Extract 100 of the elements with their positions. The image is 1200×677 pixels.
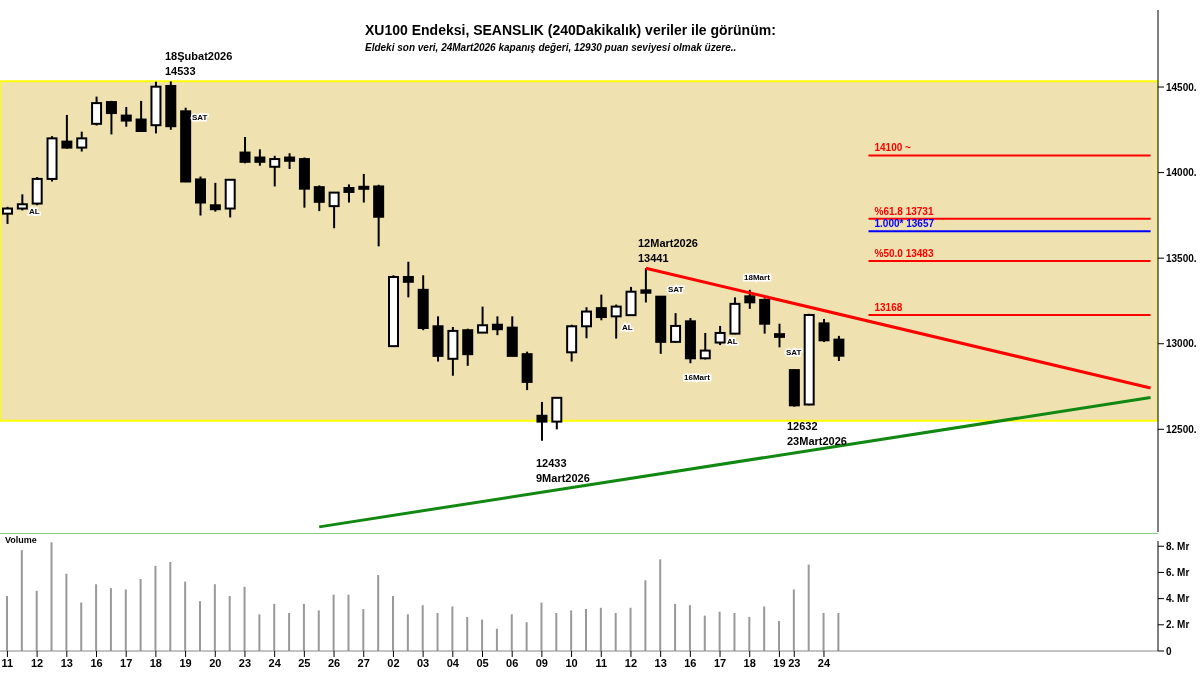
bar — [6, 596, 8, 651]
candlestick — [581, 306, 592, 340]
candlestick — [269, 154, 281, 188]
x-tick-label: 02 — [387, 656, 400, 669]
annotation: AL — [622, 323, 633, 332]
bar — [451, 606, 454, 651]
bar — [124, 589, 127, 651]
candlestick — [313, 184, 325, 213]
bar — [510, 614, 513, 651]
bar — [599, 607, 602, 651]
bar — [332, 594, 335, 651]
candlestick — [640, 267, 652, 304]
annotation: 18Şubat2026 — [165, 50, 233, 62]
bar — [392, 596, 394, 651]
ref-line-label: %61.8 13731 — [874, 205, 934, 217]
candlestick — [477, 305, 489, 334]
x-tick-label: 26 — [327, 656, 341, 669]
annotation: SAT — [192, 113, 208, 122]
bar — [733, 613, 736, 651]
annotation: 16Mart — [684, 373, 711, 382]
bar — [421, 605, 424, 651]
candlestick — [625, 285, 637, 317]
candlestick — [76, 130, 88, 153]
bar — [95, 584, 98, 651]
y-tick-label: 12500. — [1166, 423, 1197, 435]
y-tick-label: 13500. — [1166, 252, 1197, 264]
bar — [555, 613, 558, 651]
bar — [302, 603, 305, 651]
bar — [80, 602, 83, 651]
bar — [495, 628, 498, 651]
bar — [109, 588, 112, 651]
bar — [614, 613, 617, 651]
annotation: SAT — [668, 285, 684, 294]
x-tick-label: 06 — [506, 656, 519, 669]
x-tick-label: 24 — [817, 656, 831, 669]
annotation: 14533 — [165, 65, 196, 77]
bar — [674, 603, 677, 651]
bar — [822, 613, 825, 651]
candlestick — [91, 95, 103, 127]
candlestick — [714, 324, 726, 347]
bar — [585, 609, 587, 651]
y-tick-label: 2. Mr — [1166, 619, 1190, 631]
bar — [199, 601, 201, 651]
bar — [688, 605, 691, 651]
candlestick — [551, 396, 563, 431]
bar — [228, 596, 231, 651]
bar — [65, 573, 68, 651]
candlestick — [744, 288, 756, 310]
x-tick-label: 19 — [773, 656, 786, 669]
candlestick — [491, 315, 503, 337]
candlestick — [774, 322, 785, 349]
annotation: 12Mart2026 — [638, 237, 698, 249]
candlestick — [595, 293, 607, 322]
annotation: 18Mart — [744, 273, 771, 282]
x-tick-label: 18 — [149, 656, 163, 669]
bar — [258, 614, 261, 651]
candlestick — [239, 135, 251, 165]
annotation: AL — [29, 207, 40, 216]
bar — [213, 584, 216, 651]
x-tick-label: 13 — [60, 656, 73, 669]
bar — [807, 564, 810, 651]
bar — [169, 561, 172, 651]
y-tick-label: 0 — [1166, 645, 1172, 657]
x-tick-label: 16 — [90, 656, 103, 669]
x-tick-label: 23 — [788, 656, 801, 669]
bar — [540, 602, 543, 651]
x-tick-label: 17 — [713, 656, 727, 669]
annotation: 9Mart2026 — [536, 472, 590, 484]
y-tick-label: 8. Mr — [1166, 540, 1190, 552]
text: XU100 Endeksi, SEANSLIK (240Dakikalık) veriler ile görünüm: — [365, 22, 776, 38]
annotation: 12433 — [536, 457, 567, 469]
candlestick — [61, 113, 73, 150]
y-tick-label: 4. Mr — [1166, 593, 1190, 605]
bar — [139, 578, 142, 651]
x-tick-label: 27 — [357, 656, 370, 669]
x-tick-label: 13 — [654, 656, 667, 669]
x-tick-label: 24 — [268, 656, 282, 669]
candlestick — [120, 106, 132, 128]
candlestick — [358, 172, 370, 204]
y-tick-label: 6. Mr — [1166, 566, 1190, 578]
candlestick — [195, 175, 206, 217]
bar — [406, 614, 409, 651]
annotation: 13441 — [638, 252, 669, 264]
candlestick — [135, 99, 147, 132]
x-tick-label: 17 — [120, 656, 133, 669]
bar — [837, 613, 840, 651]
candlestick — [699, 331, 711, 361]
x-tick-label: 09 — [535, 656, 549, 669]
bar — [778, 620, 780, 651]
bar — [20, 550, 23, 651]
y-tick-label: 14000. — [1166, 167, 1197, 179]
bar — [273, 603, 276, 651]
x-tick-label: 05 — [476, 656, 489, 669]
bar — [184, 581, 187, 651]
ref-line-label: 14100 ~ — [874, 142, 912, 154]
x-tick-label: 18 — [743, 656, 756, 669]
x-tick-label: 12 — [624, 656, 638, 669]
annotation: AL — [727, 337, 738, 346]
bar — [763, 606, 766, 651]
bar — [629, 607, 632, 651]
